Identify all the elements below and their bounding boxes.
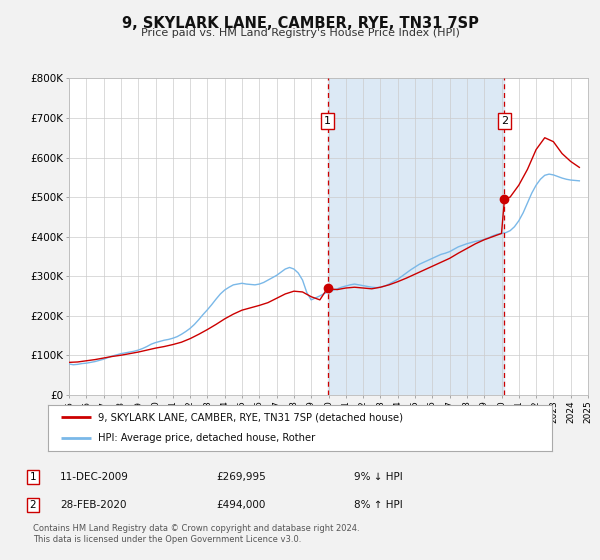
Text: 8% ↑ HPI: 8% ↑ HPI [354,500,403,510]
Text: 9, SKYLARK LANE, CAMBER, RYE, TN31 7SP (detached house): 9, SKYLARK LANE, CAMBER, RYE, TN31 7SP (… [98,412,403,422]
Text: 1: 1 [29,472,37,482]
Text: 9, SKYLARK LANE, CAMBER, RYE, TN31 7SP: 9, SKYLARK LANE, CAMBER, RYE, TN31 7SP [122,16,478,31]
Text: HPI: Average price, detached house, Rother: HPI: Average price, detached house, Roth… [98,433,316,444]
Text: 11-DEC-2009: 11-DEC-2009 [60,472,129,482]
Text: £269,995: £269,995 [216,472,266,482]
Bar [328,78,505,395]
Text: 28-FEB-2020: 28-FEB-2020 [60,500,127,510]
Text: 1: 1 [324,116,331,126]
Text: Price paid vs. HM Land Registry's House Price Index (HPI): Price paid vs. HM Land Registry's House … [140,28,460,38]
Text: 2: 2 [29,500,37,510]
Text: 2: 2 [501,116,508,126]
Text: £494,000: £494,000 [216,500,265,510]
Text: 9% ↓ HPI: 9% ↓ HPI [354,472,403,482]
Text: Contains HM Land Registry data © Crown copyright and database right 2024.
This d: Contains HM Land Registry data © Crown c… [33,524,359,544]
